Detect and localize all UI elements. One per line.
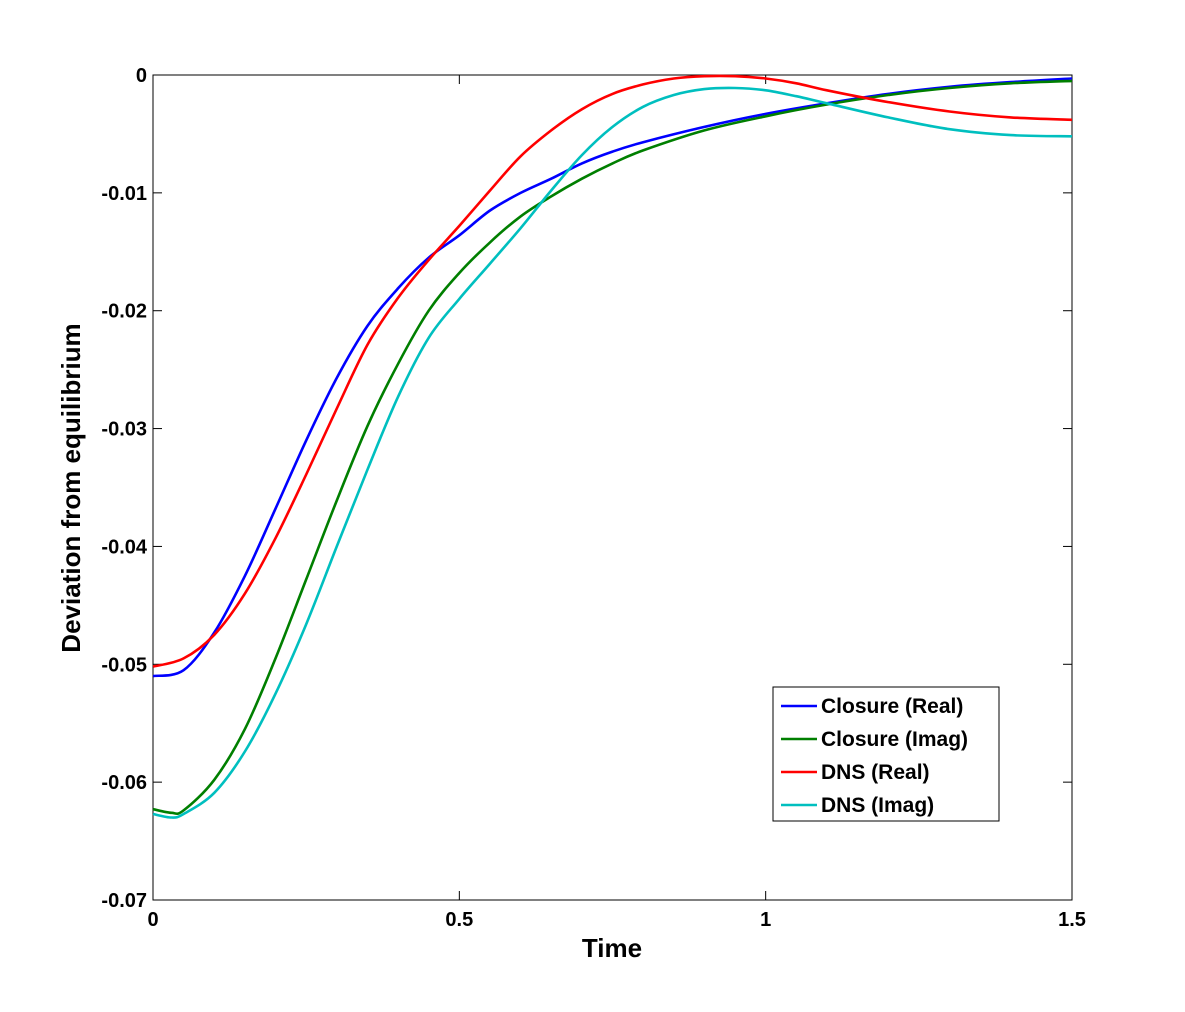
series-line-dns-imag: [152, 86, 1073, 819]
y-tick-label: -0.03: [101, 419, 147, 441]
legend: Closure (Real) Closure (Imag) DNS (Real) DN…: [772, 686, 1000, 822]
legend-entry-label: Closure (Real): [821, 695, 963, 718]
legend-box: [772, 686, 1000, 822]
x-tick-label: 1.5: [1058, 909, 1086, 931]
y-axis-label: Deviation from equilibrium: [56, 323, 86, 652]
x-tick-label: 1: [760, 909, 771, 931]
axis-ticks: 0 0.5 1 1.5 0 -0.01 -0.02 -0.03 -0.04 -0.05 -0.06 -…: [101, 65, 1086, 931]
series-line-dns-real: [152, 74, 1073, 668]
y-tick-label: -0.01: [101, 183, 147, 205]
x-tick-label: 0: [147, 909, 158, 931]
x-axis-label: Time: [582, 933, 642, 963]
y-tick-label: -0.06: [101, 772, 147, 794]
series-line-closure-imag: [152, 79, 1073, 816]
y-tick-label: -0.02: [101, 301, 147, 323]
legend-entry-label: DNS (Real): [821, 761, 930, 784]
y-tick-label: -0.04: [101, 536, 147, 558]
y-tick-label: 0: [136, 65, 147, 87]
series-layer: [152, 74, 1073, 819]
y-tick-label: -0.07: [101, 890, 147, 912]
legend-entry-label: DNS (Imag): [821, 794, 934, 817]
legend-entry-label: Closure (Imag): [821, 728, 968, 751]
y-tick-label: -0.05: [101, 654, 147, 676]
x-tick-label: 0.5: [445, 909, 473, 931]
